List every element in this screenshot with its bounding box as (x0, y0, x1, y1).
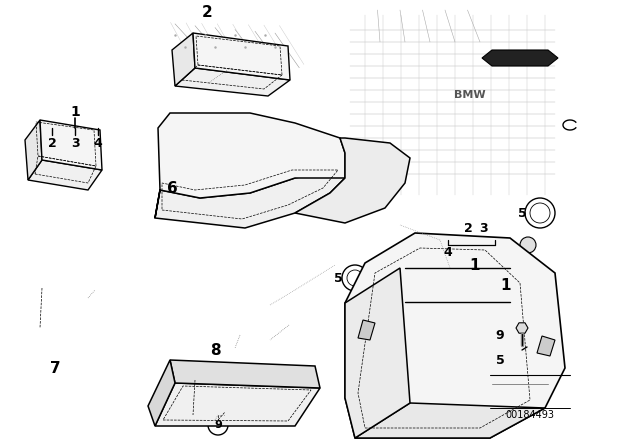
Polygon shape (25, 120, 42, 180)
Polygon shape (345, 233, 565, 438)
Text: 3: 3 (70, 137, 79, 150)
Text: BMW: BMW (454, 90, 486, 100)
Polygon shape (148, 360, 175, 426)
Text: 2: 2 (463, 221, 472, 234)
Text: 6: 6 (166, 181, 177, 195)
Circle shape (342, 265, 368, 291)
Text: 9: 9 (214, 420, 222, 430)
Text: 9: 9 (496, 328, 504, 341)
Text: 7: 7 (50, 361, 60, 375)
Polygon shape (155, 383, 320, 426)
Text: 4: 4 (93, 137, 102, 150)
Polygon shape (537, 336, 555, 356)
Polygon shape (40, 120, 102, 170)
Polygon shape (155, 113, 345, 218)
Polygon shape (175, 68, 290, 96)
Polygon shape (170, 360, 320, 388)
Text: 1: 1 (470, 258, 480, 272)
Polygon shape (172, 33, 195, 86)
Text: 1: 1 (70, 105, 80, 119)
Circle shape (520, 237, 536, 253)
Text: 5: 5 (495, 353, 504, 366)
Polygon shape (28, 160, 102, 190)
Polygon shape (155, 168, 345, 228)
Polygon shape (358, 320, 375, 340)
Text: 4: 4 (444, 246, 452, 258)
Text: 8: 8 (210, 343, 220, 358)
Text: 5: 5 (333, 271, 342, 284)
Text: 2: 2 (47, 137, 56, 150)
Polygon shape (193, 33, 290, 80)
Polygon shape (516, 323, 528, 333)
Polygon shape (355, 403, 545, 438)
Polygon shape (345, 268, 410, 438)
Text: 2: 2 (202, 4, 212, 20)
Text: 1: 1 (500, 277, 511, 293)
Text: 00184493: 00184493 (506, 410, 554, 420)
Circle shape (211, 411, 219, 419)
Polygon shape (295, 138, 410, 223)
Ellipse shape (390, 265, 470, 305)
Circle shape (525, 198, 555, 228)
Polygon shape (482, 50, 558, 66)
Circle shape (208, 415, 228, 435)
Text: 5: 5 (518, 207, 526, 220)
Text: 3: 3 (479, 221, 487, 234)
